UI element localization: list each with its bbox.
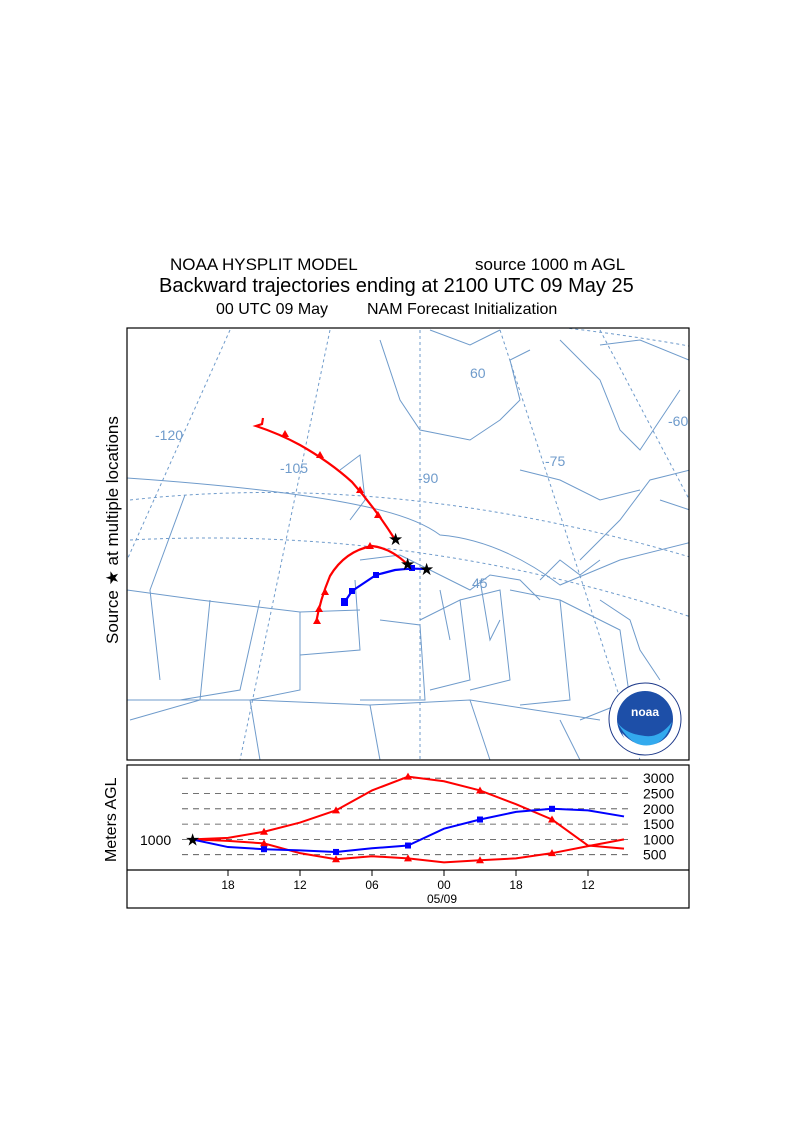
y-axis-label: Meters AGL [103,777,120,862]
map-marker-square [409,565,415,571]
height-point-square [477,816,483,823]
height-point-triangle [260,839,268,847]
map-marker-triangle [374,511,382,518]
time-tick-labels: 18 12 06 00 18 12 [221,878,595,892]
map-base [127,328,689,760]
height-point-square [405,842,411,849]
political-boundaries [127,329,689,760]
lat-label-60: 60 [470,365,486,381]
source-star-icon: ★ [185,830,200,849]
trajectory-map: -120 -105 -90 -75 -60 60 45 [126,327,690,761]
height-point-triangle [332,855,340,863]
height-point-triangle [404,772,412,780]
map-frame [126,327,690,761]
time-tick-label: 12 [293,878,307,892]
height-point-triangle [404,854,412,862]
lon-label-120: -120 [155,427,183,443]
source-height-label: 1000 [140,832,171,848]
noaa-logo-text: noaa [631,705,659,719]
height-point-triangle [548,849,556,857]
page-title: Backward trajectories ending at 2100 UTC… [159,275,634,297]
height-tick-label: 2500 [643,786,674,802]
map-marker-square [349,588,355,594]
source-height-label: source 1000 m AGL [475,255,626,274]
initialization-model: NAM Forecast Initialization [367,301,558,318]
height-point-triangle [476,856,484,864]
initialization-time: 00 UTC 09 May [216,301,329,318]
time-tick-label: 18 [221,878,235,892]
lon-label-90: -90 [418,470,438,486]
date-label: 05/09 [427,892,457,906]
height-point-square [261,846,267,853]
map-marker-triangle [281,430,289,437]
noaa-logo: noaa [608,682,682,756]
lon-label-105: -105 [280,460,308,476]
height-point-triangle [332,806,340,814]
model-name: NOAA HYSPLIT MODEL [170,255,358,274]
height-point-triangle [260,827,268,835]
map-markers [281,430,415,624]
height-profile: Meters AGL 1000 30002500200015001000500 … [103,764,690,909]
height-point-square [333,848,339,855]
time-tick-label: 00 [437,878,451,892]
height-point-triangle [476,786,484,794]
height-tick-label: 2000 [643,801,674,817]
time-tick-label: 12 [581,878,595,892]
height-series-line [191,775,625,850]
map-marker-triangle [315,605,323,612]
map-marker-triangle [316,451,324,458]
source-star-icon: ★ [388,530,403,549]
height-tick-label: 1000 [643,831,674,847]
time-tick-label: 06 [365,878,379,892]
height-tick-label: 3000 [643,770,674,786]
map-marker-triangle [366,542,374,549]
source-star-icon: ★ [419,560,434,579]
lon-label-60: -60 [668,413,688,429]
graticule-labels: -120 -105 -90 -75 -60 60 45 [155,365,688,591]
source-stars: ★ ★ ★ [388,530,434,579]
time-ticks [227,870,589,876]
map-marker-square [341,598,348,606]
map-marker-triangle [321,588,329,595]
height-tick-label: 1500 [643,816,674,832]
map-trajectory-red-north [252,417,395,539]
lon-label-75: -75 [545,453,565,469]
height-point-square [549,805,555,812]
source-locations-label: Source ★ at multiple locations [103,416,122,644]
source-star-icon: ★ [400,555,415,574]
map-marker-square [373,572,379,578]
height-frame [126,764,690,909]
map-trajectories [252,417,426,624]
map-marker-triangle [356,486,364,493]
height-series [191,772,625,864]
lat-label-45: 45 [472,575,488,591]
height-tick-label: 500 [643,847,667,863]
map-trajectory-red-south [314,544,407,624]
map-marker-triangle [313,617,321,624]
graticule [127,328,689,760]
time-tick-label: 18 [509,878,523,892]
map-trajectory-blue [342,567,426,605]
height-point-triangle [548,815,556,823]
